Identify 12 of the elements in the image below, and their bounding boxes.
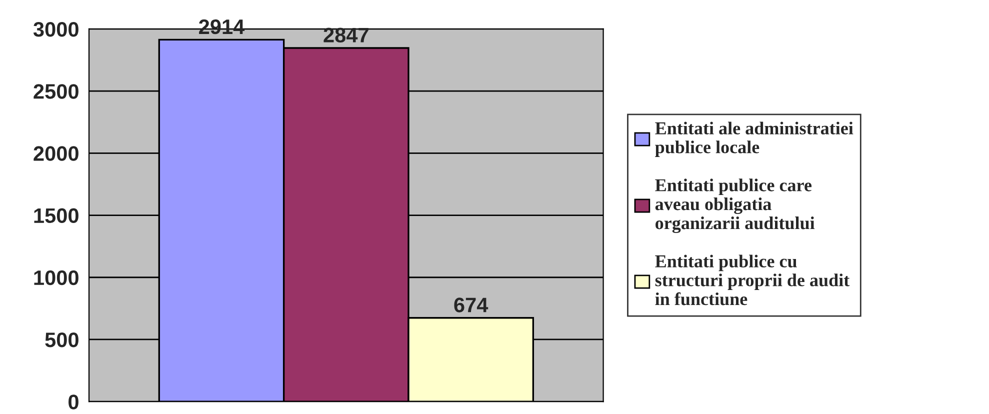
y-tick-label: 500 <box>45 332 78 348</box>
legend-label: Entitati ale administratiei publice locale <box>655 122 854 157</box>
y-tick-label: 3000 <box>33 22 78 37</box>
y-tick-label: 0 <box>68 394 78 410</box>
y-tick-label: 2000 <box>34 146 78 161</box>
legend-label: Entitati publice cu structuri proprii de audit in functiune <box>655 254 850 306</box>
legend-label: Entitati publice care aveau obligatia organizarii auditului <box>655 178 815 234</box>
data-label: 674 <box>454 298 488 312</box>
y-tick-label: 1500 <box>34 208 78 224</box>
y-tick-label: 2500 <box>34 84 78 99</box>
data-label: 2847 <box>324 28 368 42</box>
y-tick-label: 1000 <box>34 270 78 286</box>
